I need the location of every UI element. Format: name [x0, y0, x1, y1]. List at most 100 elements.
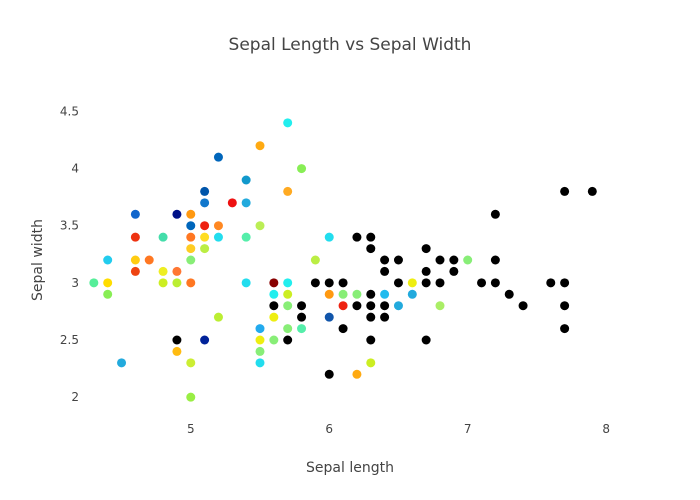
data-point[interactable]: [200, 187, 209, 196]
data-point[interactable]: [297, 313, 306, 322]
data-point[interactable]: [269, 290, 278, 299]
data-point[interactable]: [560, 324, 569, 333]
data-point[interactable]: [325, 370, 334, 379]
data-point[interactable]: [366, 313, 375, 322]
data-point[interactable]: [283, 324, 292, 333]
data-point[interactable]: [422, 278, 431, 287]
data-point[interactable]: [394, 301, 403, 310]
data-point[interactable]: [422, 244, 431, 253]
data-point[interactable]: [339, 278, 348, 287]
data-point[interactable]: [449, 256, 458, 265]
data-point[interactable]: [283, 290, 292, 299]
data-point[interactable]: [186, 358, 195, 367]
data-point[interactable]: [339, 290, 348, 299]
data-point[interactable]: [297, 301, 306, 310]
data-point[interactable]: [186, 256, 195, 265]
data-point[interactable]: [283, 118, 292, 127]
data-point[interactable]: [103, 256, 112, 265]
data-point[interactable]: [172, 267, 181, 276]
data-point[interactable]: [339, 324, 348, 333]
data-point[interactable]: [422, 336, 431, 345]
data-point[interactable]: [242, 198, 251, 207]
data-point[interactable]: [491, 256, 500, 265]
data-point[interactable]: [283, 336, 292, 345]
data-point[interactable]: [256, 221, 265, 230]
data-point[interactable]: [269, 313, 278, 322]
data-point[interactable]: [242, 176, 251, 185]
data-point[interactable]: [283, 278, 292, 287]
data-point[interactable]: [380, 267, 389, 276]
data-point[interactable]: [131, 256, 140, 265]
data-point[interactable]: [256, 324, 265, 333]
data-point[interactable]: [214, 233, 223, 242]
data-point[interactable]: [256, 141, 265, 150]
data-point[interactable]: [366, 233, 375, 242]
data-point[interactable]: [186, 210, 195, 219]
data-point[interactable]: [463, 256, 472, 265]
data-point[interactable]: [325, 233, 334, 242]
data-point[interactable]: [366, 336, 375, 345]
data-point[interactable]: [283, 187, 292, 196]
data-point[interactable]: [159, 233, 168, 242]
data-point[interactable]: [214, 221, 223, 230]
data-point[interactable]: [186, 393, 195, 402]
data-point[interactable]: [449, 267, 458, 276]
data-point[interactable]: [477, 278, 486, 287]
data-point[interactable]: [89, 278, 98, 287]
data-point[interactable]: [311, 278, 320, 287]
data-point[interactable]: [172, 210, 181, 219]
data-point[interactable]: [172, 336, 181, 345]
data-point[interactable]: [436, 256, 445, 265]
data-point[interactable]: [380, 313, 389, 322]
data-point[interactable]: [366, 290, 375, 299]
data-point[interactable]: [408, 278, 417, 287]
data-point[interactable]: [352, 370, 361, 379]
data-point[interactable]: [283, 301, 292, 310]
data-point[interactable]: [436, 278, 445, 287]
data-point[interactable]: [366, 358, 375, 367]
data-point[interactable]: [117, 358, 126, 367]
data-point[interactable]: [394, 256, 403, 265]
data-point[interactable]: [186, 244, 195, 253]
data-point[interactable]: [242, 233, 251, 242]
data-point[interactable]: [560, 187, 569, 196]
data-point[interactable]: [436, 301, 445, 310]
data-point[interactable]: [172, 278, 181, 287]
data-point[interactable]: [380, 256, 389, 265]
data-point[interactable]: [256, 358, 265, 367]
data-point[interactable]: [339, 301, 348, 310]
data-point[interactable]: [159, 267, 168, 276]
data-point[interactable]: [214, 153, 223, 162]
data-point[interactable]: [200, 244, 209, 253]
data-point[interactable]: [491, 210, 500, 219]
data-point[interactable]: [186, 233, 195, 242]
data-point[interactable]: [256, 336, 265, 345]
data-point[interactable]: [408, 290, 417, 299]
data-point[interactable]: [145, 256, 154, 265]
data-point[interactable]: [311, 256, 320, 265]
data-point[interactable]: [588, 187, 597, 196]
data-point[interactable]: [519, 301, 528, 310]
data-point[interactable]: [131, 210, 140, 219]
data-point[interactable]: [103, 290, 112, 299]
data-point[interactable]: [228, 198, 237, 207]
data-point[interactable]: [242, 278, 251, 287]
data-point[interactable]: [380, 301, 389, 310]
data-point[interactable]: [352, 301, 361, 310]
data-point[interactable]: [269, 278, 278, 287]
data-point[interactable]: [131, 267, 140, 276]
data-point[interactable]: [186, 278, 195, 287]
data-point[interactable]: [103, 278, 112, 287]
data-point[interactable]: [422, 267, 431, 276]
data-point[interactable]: [560, 301, 569, 310]
data-point[interactable]: [505, 290, 514, 299]
data-point[interactable]: [131, 233, 140, 242]
data-point[interactable]: [297, 324, 306, 333]
data-point[interactable]: [200, 336, 209, 345]
data-point[interactable]: [269, 336, 278, 345]
data-point[interactable]: [352, 290, 361, 299]
data-point[interactable]: [325, 313, 334, 322]
data-point[interactable]: [366, 244, 375, 253]
data-point[interactable]: [186, 221, 195, 230]
data-point[interactable]: [325, 278, 334, 287]
